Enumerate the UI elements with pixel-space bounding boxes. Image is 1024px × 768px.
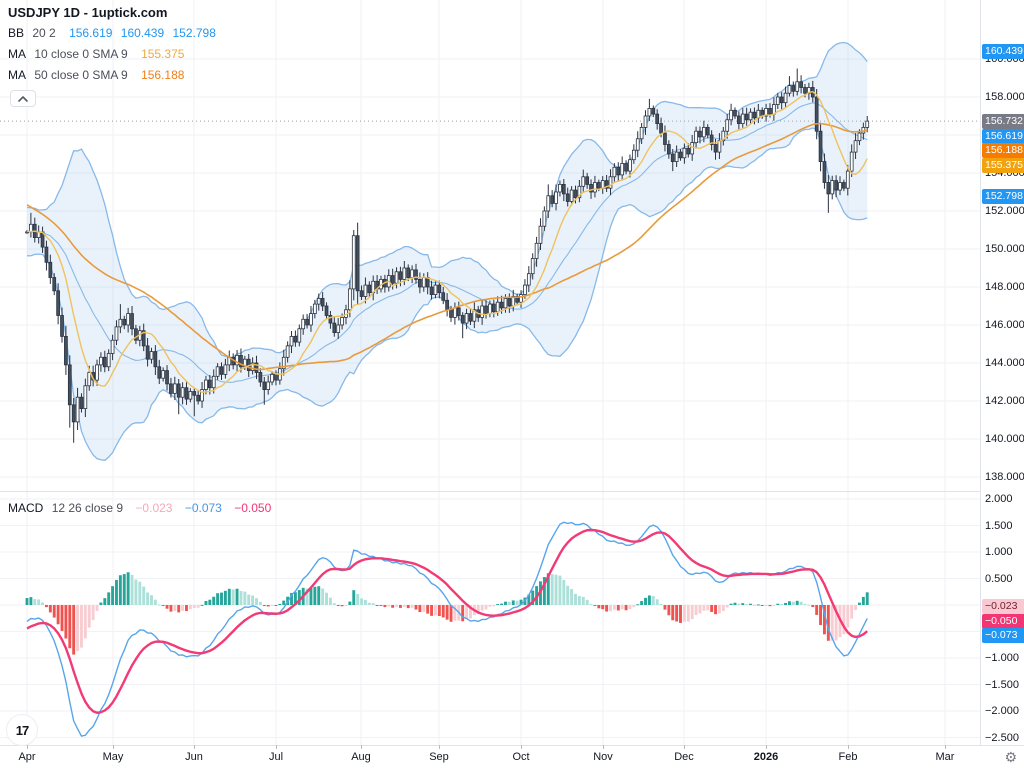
time-axis-tick bbox=[521, 745, 522, 749]
price-axis[interactable]: 160.000158.000156.000154.000152.000150.0… bbox=[981, 0, 1024, 745]
time-axis-tick bbox=[766, 745, 767, 749]
time-axis-tick bbox=[113, 745, 114, 749]
indicator-row-bb[interactable]: BB 20 2 156.619 160.439 152.798 bbox=[8, 26, 216, 40]
macd-hist-value: −0.023 bbox=[135, 501, 173, 515]
price-pane bbox=[0, 41, 980, 462]
time-axis-tick bbox=[361, 745, 362, 749]
macd-badge: −0.023 bbox=[982, 599, 1024, 615]
macd-axis-tick: −2.000 bbox=[985, 705, 1019, 717]
macd-signal-value: −0.050 bbox=[234, 501, 272, 515]
price-badge: 156.188 bbox=[982, 143, 1024, 159]
month-label-aug: Aug bbox=[351, 751, 371, 763]
time-axis-border bbox=[0, 745, 1024, 746]
symbol-legend: USDJPY 1D - 1uptick.com BB 20 2 156.619 … bbox=[8, 4, 216, 107]
price-badge: 155.375 bbox=[982, 157, 1024, 173]
price-badge: 160.439 bbox=[982, 43, 1024, 59]
macd-axis-tick: 1.000 bbox=[985, 546, 1013, 558]
tradingview-logo[interactable]: 17 bbox=[6, 714, 38, 746]
price-axis-tick: 150.000 bbox=[985, 242, 1024, 255]
month-label-oct: Oct bbox=[512, 751, 530, 763]
time-axis-tick bbox=[276, 745, 277, 749]
price-axis-tick: 152.000 bbox=[985, 204, 1024, 217]
macd-axis-tick: −2.500 bbox=[985, 731, 1019, 744]
price-axis-tick: 144.000 bbox=[985, 356, 1024, 369]
month-label-apr: Apr bbox=[18, 751, 36, 763]
symbol-title[interactable]: USDJPY 1D - 1uptick.com bbox=[8, 5, 168, 20]
price-badge: 156.619 bbox=[982, 128, 1024, 144]
price-axis-tick: 140.000 bbox=[985, 432, 1024, 445]
time-axis-tick bbox=[439, 745, 440, 749]
ma50-value: 156.188 bbox=[141, 68, 185, 82]
bb-label: BB bbox=[8, 26, 25, 40]
pane-divider[interactable] bbox=[0, 491, 1024, 492]
macd-axis-tick: 0.500 bbox=[985, 572, 1013, 585]
price-badge: 152.798 bbox=[982, 188, 1024, 204]
price-axis-border bbox=[980, 0, 981, 768]
month-label-may: May bbox=[102, 751, 124, 763]
price-axis-tick: 158.000 bbox=[985, 90, 1024, 103]
settings-gear-icon[interactable]: ⚙ bbox=[1004, 749, 1017, 765]
macd-axis-tick: −1.000 bbox=[985, 652, 1019, 664]
ma10-params: 10 close 0 SMA 9 bbox=[34, 47, 128, 61]
macd-line bbox=[26, 521, 868, 737]
month-label-dec: Dec bbox=[674, 751, 694, 763]
macd-line-value: −0.073 bbox=[184, 501, 222, 515]
bb-params: 20 2 bbox=[32, 26, 56, 40]
ma50-label: MA bbox=[8, 68, 26, 82]
bollinger-fill bbox=[27, 42, 868, 461]
ma50-line bbox=[26, 122, 868, 371]
time-axis[interactable]: Apr May Jun Jul Aug Sep Oct Nov Dec 2026 Feb Mar bbox=[0, 745, 1024, 768]
price-axis-tick: 148.000 bbox=[985, 280, 1024, 293]
ma50-params: 50 close 0 SMA 9 bbox=[34, 68, 128, 82]
month-label-nov: Nov bbox=[593, 751, 613, 763]
time-axis-tick bbox=[27, 745, 28, 749]
chevron-up-icon bbox=[18, 95, 28, 102]
macd-axis-tick: 1.500 bbox=[985, 519, 1013, 532]
time-axis-tick bbox=[603, 745, 604, 749]
month-label-2026: 2026 bbox=[753, 751, 779, 763]
collapse-indicators-button[interactable] bbox=[10, 90, 36, 107]
macd-axis-tick: 2.000 bbox=[985, 493, 1013, 505]
macd-badge: −0.050 bbox=[982, 613, 1024, 629]
bollinger-basis bbox=[26, 102, 868, 383]
time-axis-tick bbox=[684, 745, 685, 749]
macd-params: 12 26 close 9 bbox=[51, 501, 124, 515]
macd-label: MACD bbox=[8, 501, 44, 515]
price-badge: 156.732 bbox=[982, 114, 1024, 130]
macd-badge: −0.073 bbox=[982, 628, 1024, 644]
ma10-value: 155.375 bbox=[141, 47, 185, 61]
macd-axis-tick: −1.500 bbox=[985, 678, 1019, 691]
time-axis-tick bbox=[194, 745, 195, 749]
price-axis-tick: 138.000 bbox=[985, 470, 1024, 483]
month-label-jul: Jul bbox=[268, 751, 284, 763]
ma10-line bbox=[26, 90, 868, 393]
month-label-feb: Feb bbox=[838, 751, 858, 763]
tradingview-logo-glyph: 17 bbox=[15, 722, 30, 738]
signal-line bbox=[26, 528, 868, 714]
ma10-label: MA bbox=[8, 47, 26, 61]
month-label-mar: Mar bbox=[935, 751, 955, 763]
macd-legend[interactable]: MACD 12 26 close 9 −0.023 −0.073 −0.050 bbox=[8, 501, 271, 515]
time-axis-tick bbox=[945, 745, 946, 749]
bb-values: 156.619 160.439 152.798 bbox=[69, 26, 216, 40]
month-label-sep: Sep bbox=[429, 751, 449, 763]
macd-pane bbox=[25, 521, 869, 737]
time-axis-tick bbox=[848, 745, 849, 749]
month-label-jun: Jun bbox=[185, 751, 203, 763]
price-axis-tick: 146.000 bbox=[985, 318, 1024, 331]
price-axis-tick: 142.000 bbox=[985, 394, 1024, 407]
indicator-row-ma50[interactable]: MA 50 close 0 SMA 9 156.188 bbox=[8, 68, 184, 82]
indicator-row-ma10[interactable]: MA 10 close 0 SMA 9 155.375 bbox=[8, 47, 184, 61]
